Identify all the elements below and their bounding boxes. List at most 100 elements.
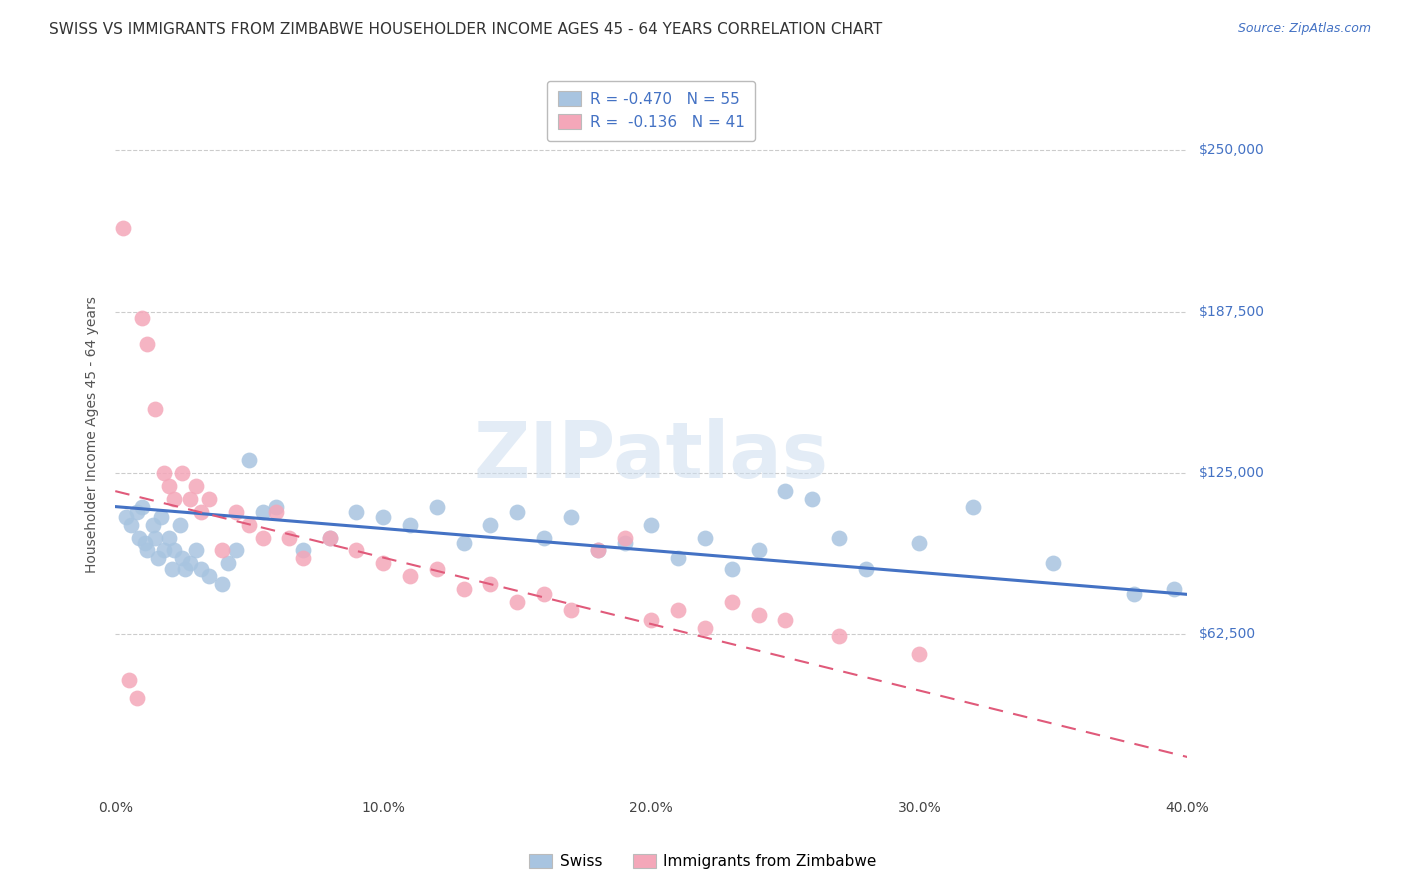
Text: $62,500: $62,500 (1198, 627, 1256, 641)
Point (720, 595, 742, 609)
Point (152, 543, 174, 558)
Point (152, 466, 174, 480)
Point (346, 543, 368, 558)
Point (962, 500, 984, 514)
Point (613, 535, 636, 549)
Point (747, 607, 769, 622)
Point (211, 577, 233, 591)
Point (264, 505, 287, 519)
Point (720, 561, 742, 575)
Point (666, 603, 689, 617)
Point (479, 577, 502, 591)
Point (217, 557, 239, 571)
Point (225, 543, 247, 558)
Point (775, 613, 797, 627)
Point (1042, 557, 1064, 571)
Point (399, 517, 422, 532)
Point (190, 505, 212, 519)
Point (225, 505, 247, 519)
Point (506, 505, 529, 519)
Point (278, 531, 301, 545)
Point (1122, 587, 1144, 601)
Point (134, 535, 156, 549)
Point (908, 647, 931, 661)
Point (291, 551, 314, 566)
Point (693, 531, 716, 545)
Text: $250,000: $250,000 (1198, 144, 1264, 157)
Point (238, 453, 260, 467)
Point (169, 517, 191, 532)
Point (908, 535, 931, 549)
Legend: R = -0.470   N = 55, R =  -0.136   N = 41: R = -0.470 N = 55, R = -0.136 N = 41 (547, 80, 755, 141)
Text: ZIPatlas: ZIPatlas (474, 418, 828, 494)
Point (373, 557, 395, 571)
Point (174, 561, 197, 575)
Point (157, 479, 180, 493)
Point (801, 491, 824, 506)
Point (775, 484, 797, 499)
Point (211, 543, 233, 558)
Point (131, 500, 153, 514)
Point (855, 561, 877, 575)
Point (399, 569, 422, 583)
Point (264, 500, 287, 514)
Point (1163, 582, 1185, 597)
Point (453, 582, 475, 597)
Point (252, 531, 274, 545)
Point (179, 491, 201, 506)
Point (318, 531, 340, 545)
Point (346, 505, 368, 519)
Text: SWISS VS IMMIGRANTS FROM ZIMBABWE HOUSEHOLDER INCOME AGES 45 - 64 YEARS CORRELAT: SWISS VS IMMIGRANTS FROM ZIMBABWE HOUSEH… (49, 22, 883, 37)
Text: $125,000: $125,000 (1198, 466, 1264, 480)
Point (560, 603, 582, 617)
Point (828, 531, 851, 545)
Point (163, 543, 186, 558)
Point (179, 557, 201, 571)
Point (145, 531, 167, 545)
Point (149, 510, 172, 524)
Point (160, 561, 183, 575)
Legend: Swiss, Immigrants from Zimbabwe: Swiss, Immigrants from Zimbabwe (523, 847, 883, 875)
Point (238, 517, 260, 532)
Point (479, 517, 502, 532)
Point (142, 517, 165, 532)
Point (613, 531, 636, 545)
Point (318, 531, 340, 545)
Point (125, 690, 148, 705)
Point (533, 587, 555, 601)
Point (291, 543, 314, 558)
Point (666, 551, 689, 566)
Point (172, 466, 194, 480)
Point (640, 613, 662, 627)
Point (453, 535, 475, 549)
Point (146, 551, 169, 566)
Point (693, 621, 716, 635)
Point (136, 337, 159, 351)
Point (131, 311, 153, 326)
Point (560, 510, 582, 524)
Point (120, 517, 142, 532)
Point (125, 505, 148, 519)
Point (118, 673, 141, 687)
Point (426, 561, 449, 575)
Point (112, 220, 135, 235)
Point (172, 551, 194, 566)
Point (828, 629, 851, 643)
Point (198, 569, 221, 583)
Point (115, 510, 138, 524)
Point (426, 500, 449, 514)
Point (252, 505, 274, 519)
Text: $187,500: $187,500 (1198, 305, 1264, 318)
Point (136, 543, 159, 558)
Point (747, 543, 769, 558)
Point (198, 491, 221, 506)
Point (533, 531, 555, 545)
Point (640, 517, 662, 532)
Point (145, 401, 167, 416)
Point (506, 595, 529, 609)
Point (128, 531, 150, 545)
Point (586, 543, 609, 558)
Y-axis label: Householder Income Ages 45 - 64 years: Householder Income Ages 45 - 64 years (86, 296, 100, 573)
Point (190, 561, 212, 575)
Point (184, 479, 207, 493)
